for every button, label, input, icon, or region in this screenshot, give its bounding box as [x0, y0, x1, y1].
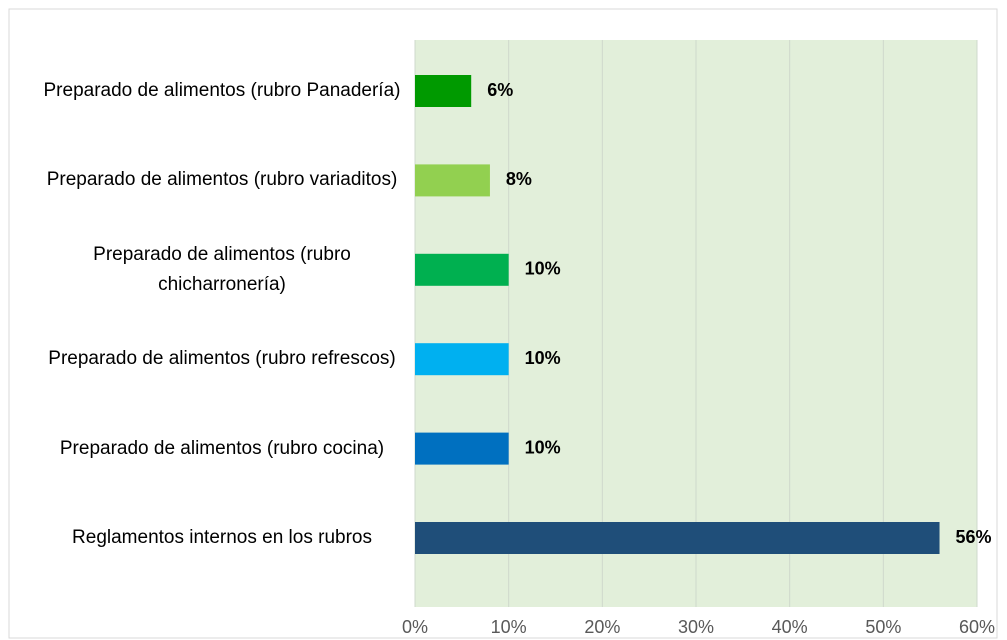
- value-label: 10%: [525, 348, 561, 368]
- bar: [415, 75, 472, 107]
- x-tick-label: 50%: [865, 617, 901, 637]
- value-label: 10%: [525, 437, 561, 457]
- x-tick-label: 10%: [491, 617, 527, 637]
- x-tick-label: 0%: [402, 617, 428, 637]
- x-tick-label: 60%: [959, 617, 995, 637]
- value-label: 56%: [956, 527, 992, 547]
- y-tick-label: Preparado de alimentos (rubro chicharron…: [93, 243, 351, 295]
- x-tick-label: 20%: [584, 617, 620, 637]
- bar: [415, 164, 490, 197]
- value-label: 6%: [487, 80, 513, 100]
- value-label: 8%: [506, 169, 532, 189]
- value-label: 10%: [525, 259, 561, 279]
- bar: [415, 522, 940, 554]
- bar: [415, 343, 509, 376]
- y-tick-label: Preparado de alimentos (rubro variaditos…: [46, 169, 398, 191]
- bar: [415, 432, 509, 465]
- y-tick-label: Preparado de alimentos (rubro cocina): [59, 437, 385, 459]
- y-tick-label: Preparado de alimentos (rubro Panadería): [43, 80, 401, 101]
- bar: [415, 253, 509, 286]
- y-tick-label: Preparado de alimentos (rubro refrescos): [48, 348, 396, 370]
- x-tick-label: 40%: [772, 617, 808, 637]
- y-tick-label: Reglamentos internos en los rubros: [72, 527, 372, 548]
- x-tick-label: 30%: [678, 617, 714, 637]
